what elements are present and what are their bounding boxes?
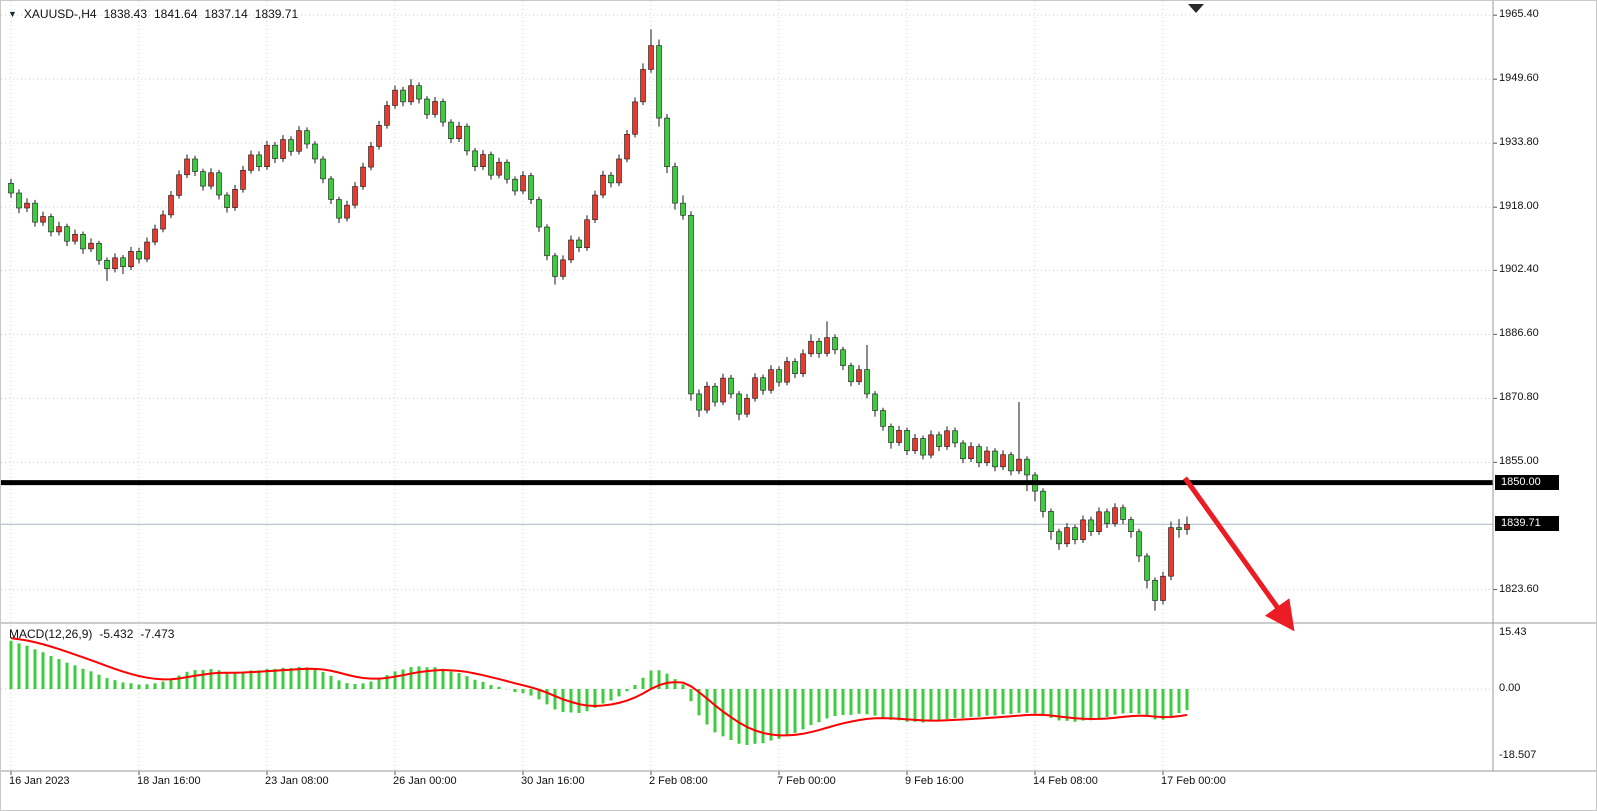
macd-axis-label: 0.00 bbox=[1499, 682, 1521, 694]
macd-axis[interactable]: 15.43 0.00 -18.507 bbox=[1493, 623, 1596, 771]
macd-indicator-label: MACD(12,26,9) -5.432 -7.473 bbox=[9, 627, 174, 641]
price-axis-label: 1933.80 bbox=[1499, 136, 1539, 149]
price-axis-label: 1918.00 bbox=[1499, 200, 1539, 213]
price-axis-label: 1870.80 bbox=[1499, 391, 1539, 404]
time-axis-label: 18 Jan 16:00 bbox=[137, 775, 201, 787]
macd-axis-label: 15.43 bbox=[1499, 626, 1527, 639]
symbol-dropdown-icon[interactable]: ▼ bbox=[8, 8, 17, 19]
ohlc-low-value: 1837.14 bbox=[204, 7, 248, 21]
time-axis-label: 16 Jan 2023 bbox=[9, 775, 70, 787]
macd-signal-line bbox=[10, 637, 1188, 737]
ohlc-close-value: 1839.71 bbox=[254, 7, 299, 21]
bid-price-badge: 1839.71 bbox=[1495, 516, 1559, 532]
macd-signal-value: -7.473 bbox=[140, 627, 175, 641]
chart-header: ▼ XAUUSD-,H4 1838.43 1841.64 1837.14 183… bbox=[8, 7, 298, 21]
macd-name: MACD(12,26,9) bbox=[9, 627, 93, 641]
symbol-timeframe-label: XAUUSD-,H4 bbox=[23, 7, 97, 21]
time-axis-label: 23 Jan 08:00 bbox=[265, 775, 329, 787]
time-axis-label: 9 Feb 16:00 bbox=[905, 775, 964, 787]
ohlc-open-value: 1838.43 bbox=[103, 7, 147, 21]
time-axis[interactable]: 16 Jan 2023 18 Jan 16:00 23 Jan 08:00 26 Ja… bbox=[1, 771, 1493, 801]
macd-current-value: -5.432 bbox=[99, 627, 134, 641]
gridlines bbox=[1, 1, 1497, 775]
price-axis-label: 1855.00 bbox=[1499, 455, 1539, 468]
price-axis-label: 1886.60 bbox=[1499, 327, 1539, 340]
price-axis[interactable]: 1850.00 1839.71 1965.40 1949.60 1933.80 191… bbox=[1493, 1, 1596, 623]
price-axis-label: 1965.40 bbox=[1499, 8, 1539, 21]
time-axis-label: 2 Feb 08:00 bbox=[649, 775, 708, 787]
price-axis-label: 1949.60 bbox=[1499, 72, 1539, 85]
candlestick-series bbox=[8, 29, 1190, 611]
time-axis-label: 30 Jan 16:00 bbox=[521, 775, 585, 787]
ohlc-high-value: 1841.64 bbox=[154, 7, 198, 21]
time-axis-label: 17 Feb 00:00 bbox=[1161, 775, 1226, 787]
price-axis-label: 1902.40 bbox=[1499, 263, 1539, 276]
trend-arrow-annotation[interactable] bbox=[1182, 476, 1295, 632]
chart-shift-marker-icon[interactable] bbox=[1188, 4, 1204, 13]
time-axis-label: 14 Feb 08:00 bbox=[1033, 775, 1098, 787]
time-axis-label: 7 Feb 00:00 bbox=[777, 775, 836, 787]
macd-axis-label: -18.507 bbox=[1499, 748, 1537, 761]
hline-price-badge: 1850.00 bbox=[1495, 474, 1559, 490]
price-axis-label: 1823.60 bbox=[1499, 582, 1539, 595]
time-axis-label: 26 Jan 00:00 bbox=[393, 775, 457, 787]
macd-indicator bbox=[9, 637, 1189, 745]
